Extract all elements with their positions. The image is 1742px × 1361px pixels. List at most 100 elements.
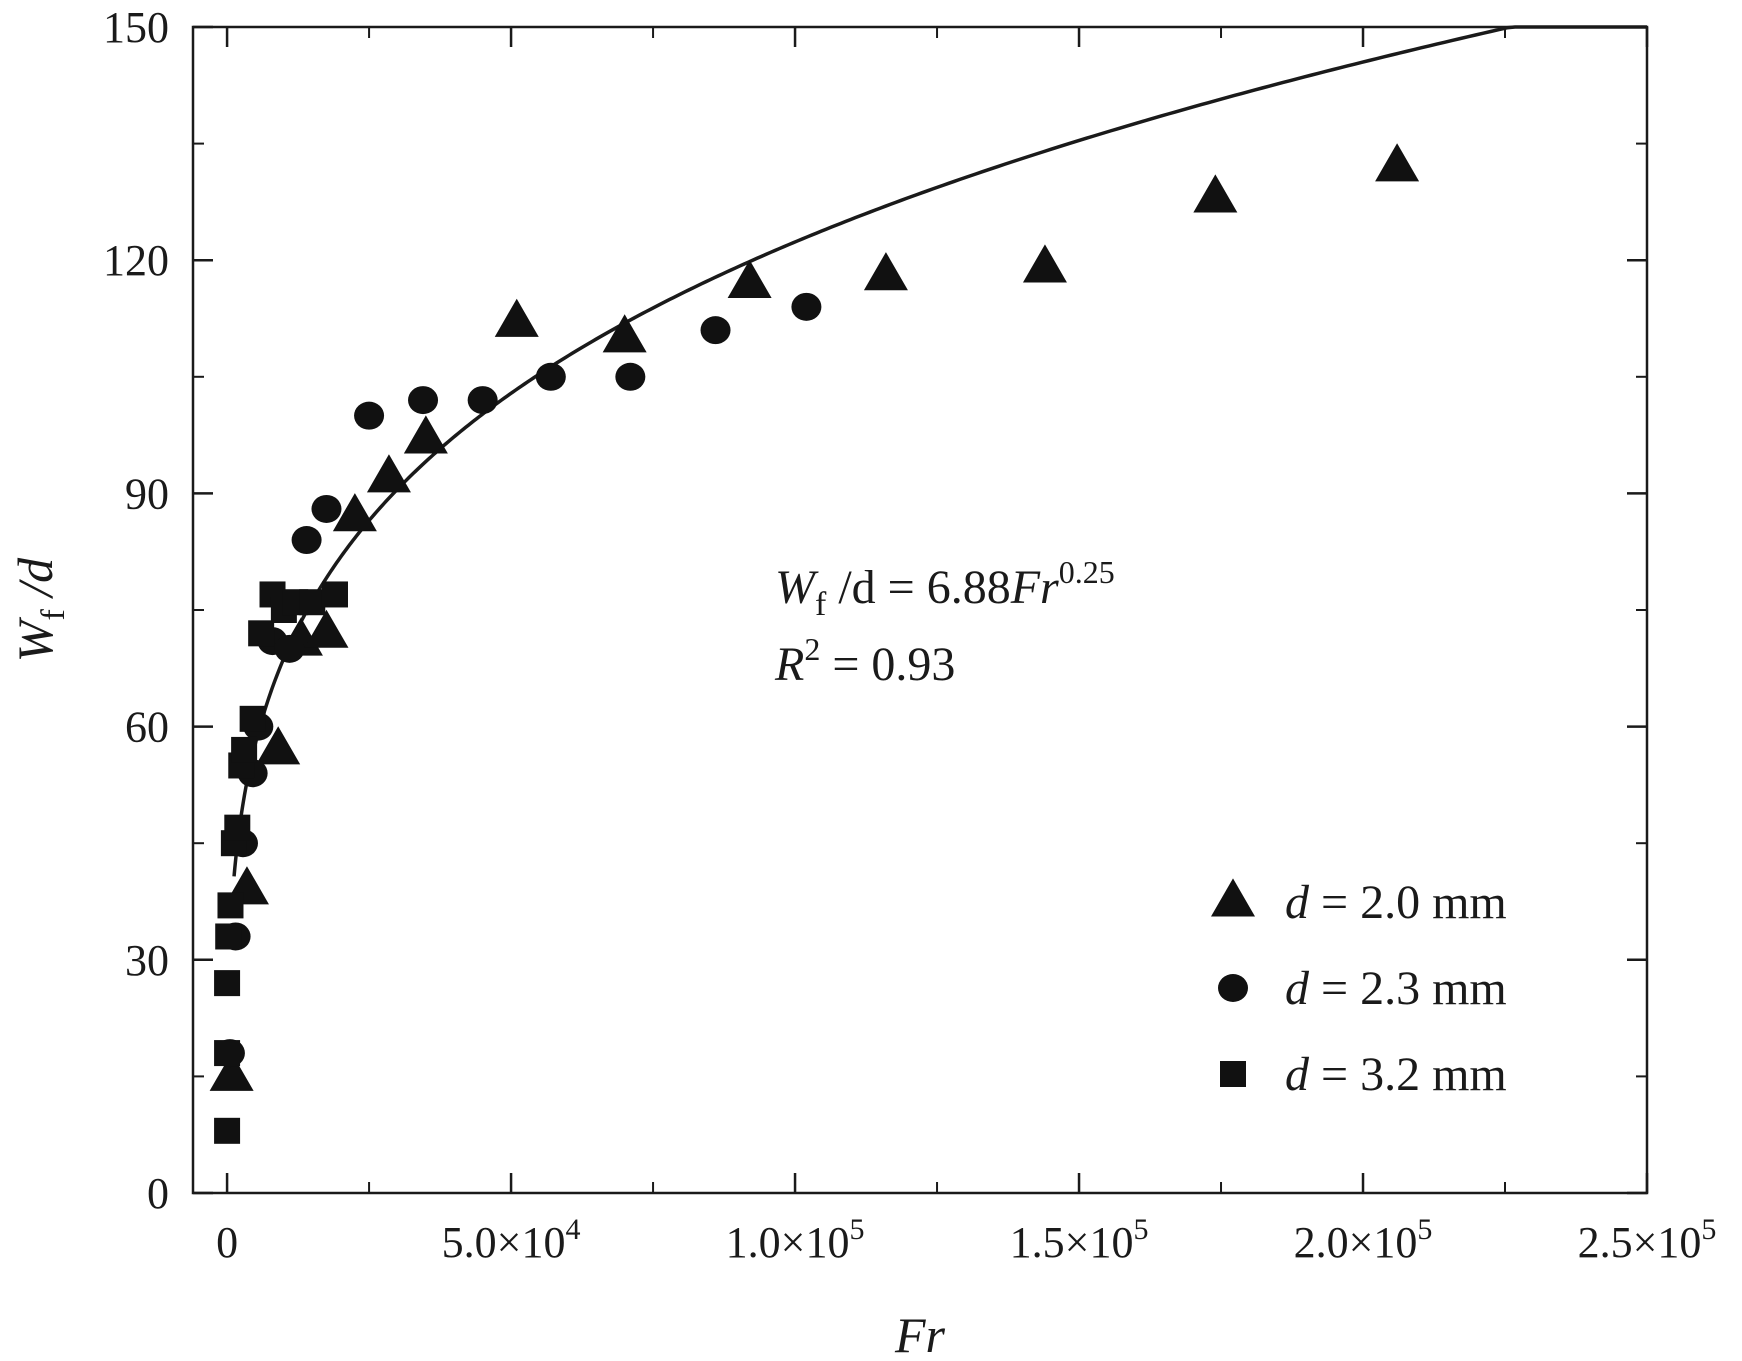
- x-tick-times: ×: [1349, 1218, 1374, 1267]
- triangle-marker: [602, 314, 647, 353]
- circle-marker: [615, 362, 646, 391]
- x-tick-mantissa: 2.0: [1294, 1218, 1349, 1267]
- triangle-marker: [1022, 244, 1067, 283]
- eq-w-sub: f: [815, 586, 827, 623]
- square-marker: [299, 589, 326, 616]
- triangle-marker: [1375, 143, 1420, 182]
- x-axis-title: Fr: [894, 1307, 946, 1361]
- square-marker: [248, 620, 275, 647]
- legend-d: d: [1285, 876, 1310, 929]
- eq-r-rest: = 0.93: [820, 638, 955, 691]
- circle-marker: [535, 362, 566, 391]
- circle-marker: [700, 316, 731, 345]
- y-tick-label: 150: [103, 3, 169, 52]
- eq-exp: 0.25: [1059, 554, 1115, 590]
- eq-w: W: [775, 561, 819, 614]
- x-tick-mantissa: 2.5: [1578, 1218, 1633, 1267]
- x-tick-label: 1.0×105: [726, 1213, 865, 1267]
- y-title-rest: /d: [7, 557, 63, 609]
- y-tick-label: 90: [125, 469, 169, 518]
- x-tick-base: 10: [1089, 1218, 1133, 1267]
- x-tick-label: 1.5×105: [1010, 1213, 1149, 1267]
- square-marker: [321, 581, 348, 608]
- x-tick-label: 5.0×104: [442, 1213, 581, 1267]
- x-tick-times: ×: [1065, 1218, 1090, 1267]
- y-title-w: W: [7, 616, 63, 662]
- triangle-marker: [256, 726, 301, 765]
- legend-item-square: d = 3.2 mm: [1220, 1048, 1507, 1101]
- x-tick-exponent: 5: [1417, 1213, 1432, 1246]
- eq-mid: /d = 6.88: [826, 561, 1010, 614]
- legend: d = 2.0 mmd = 2.3 mmd = 3.2 mm: [1211, 876, 1507, 1101]
- legend-value: = 3.2 mm: [1309, 1048, 1507, 1101]
- square-marker: [217, 892, 244, 919]
- x-tick-label: 2.0×105: [1294, 1213, 1433, 1267]
- circle-marker: [354, 401, 385, 430]
- x-tick-label: 2.5×105: [1578, 1213, 1717, 1267]
- axis-ticks: 0 5.0×104 1.0×105 1.5×105 2.0×105 2.5×1050306…: [103, 3, 1716, 1267]
- x-tick-base: 10: [521, 1218, 565, 1267]
- triangle-marker: [494, 298, 539, 337]
- y-tick-label: 0: [147, 1169, 169, 1218]
- circle-marker: [291, 526, 322, 555]
- plot-area: 0 5.0×104 1.0×105 1.5×105 2.0×105 2.5×1050306…: [103, 3, 1716, 1267]
- legend-square-symbol: [1220, 1061, 1246, 1087]
- fit-curve: [232, 25, 1647, 877]
- square-marker: [231, 736, 258, 763]
- data-points-layer: [209, 143, 1420, 1144]
- x-tick-label: 0: [216, 1218, 238, 1267]
- fit-curve-layer: [232, 25, 1647, 877]
- square-marker: [214, 1117, 241, 1144]
- x-tick-mantissa: 1.0: [726, 1218, 781, 1267]
- x-tick-exponent: 5: [1133, 1213, 1148, 1246]
- circle-marker: [467, 386, 498, 415]
- series-circle: [214, 292, 822, 1068]
- series-square: [214, 581, 348, 1144]
- triangle-marker: [366, 454, 411, 493]
- legend-item-circle: d = 2.3 mm: [1218, 962, 1507, 1015]
- square-marker: [214, 1040, 241, 1067]
- legend-label: d = 2.3 mm: [1285, 962, 1507, 1015]
- legend-triangle-symbol: [1211, 878, 1255, 917]
- x-tick-base: 10: [1373, 1218, 1417, 1267]
- circle-marker: [791, 292, 822, 321]
- legend-item-triangle: d = 2.0 mm: [1211, 876, 1507, 929]
- circle-marker: [408, 386, 439, 415]
- svg-text:Wf /d: Wf /d: [7, 557, 72, 662]
- legend-value: = 2.0 mm: [1309, 876, 1507, 929]
- legend-d: d: [1285, 962, 1310, 1015]
- circle-marker: [274, 634, 305, 663]
- y-tick-label: 30: [125, 936, 169, 985]
- x-tick-times: ×: [1633, 1218, 1658, 1267]
- y-axis-title: Wf /d: [7, 557, 72, 662]
- equation-line-2: R2 = 0.93: [774, 631, 955, 691]
- triangle-marker: [1193, 174, 1238, 213]
- x-tick-mantissa: 0: [216, 1218, 238, 1267]
- legend-d: d: [1285, 1048, 1310, 1101]
- x-tick-mantissa: 5.0: [442, 1218, 497, 1267]
- eq-r: R: [774, 638, 804, 691]
- square-marker: [215, 923, 242, 950]
- x-tick-exponent: 4: [565, 1213, 580, 1246]
- legend-label: d = 3.2 mm: [1285, 1048, 1507, 1101]
- triangle-marker: [304, 609, 349, 648]
- circle-marker: [311, 494, 342, 523]
- triangle-marker: [403, 415, 448, 454]
- x-tick-exponent: 5: [1701, 1213, 1716, 1246]
- triangle-marker: [209, 1052, 254, 1091]
- triangle-marker: [863, 252, 908, 291]
- x-tick-times: ×: [497, 1218, 522, 1267]
- x-tick-base: 10: [1657, 1218, 1701, 1267]
- triangle-marker: [727, 259, 772, 298]
- square-marker: [214, 970, 241, 997]
- square-marker: [224, 814, 251, 841]
- x-tick-times: ×: [781, 1218, 806, 1267]
- legend-value: = 2.3 mm: [1309, 962, 1507, 1015]
- y-title-sub: f: [35, 609, 72, 621]
- y-tick-label: 120: [103, 236, 169, 285]
- y-tick-label: 60: [125, 703, 169, 752]
- legend-label: d = 2.0 mm: [1285, 876, 1507, 929]
- square-marker: [239, 705, 266, 732]
- eq-fr: Fr: [1010, 561, 1059, 614]
